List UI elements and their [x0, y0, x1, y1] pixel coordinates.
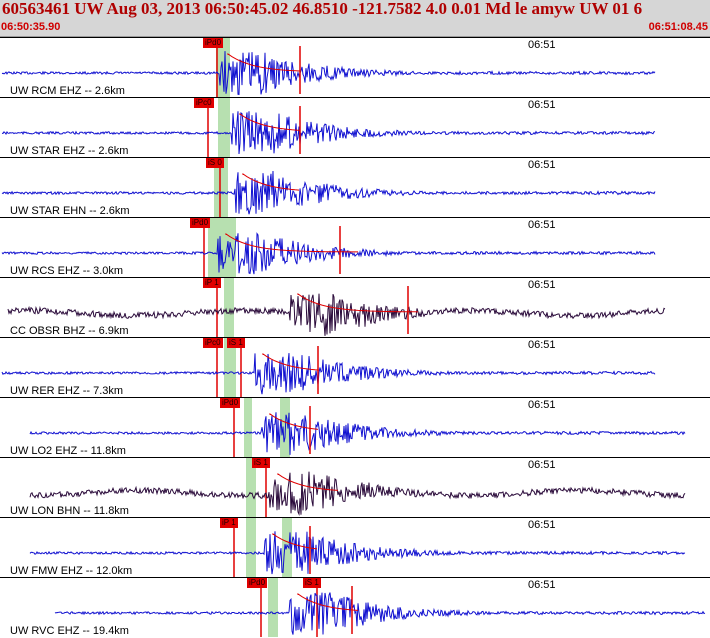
trace-panels: iPd0 06:51 UW RCM EHZ -- 2.6km iPc0 06:51 UW …	[0, 37, 710, 638]
coda-envelope	[239, 113, 301, 131]
phase-pick-label[interactable]: iS 1	[227, 338, 245, 348]
trace-panel[interactable]: iPd0 iS 1 06:51 UW RVC EHZ -- 19.4km	[0, 577, 710, 637]
pick-window	[268, 578, 278, 637]
time-tick-label: 06:51	[528, 99, 556, 111]
pick-window	[214, 158, 228, 217]
phase-pick-label[interactable]: iPd0	[190, 218, 211, 228]
trace-panel[interactable]: iPd0 06:51 UW RCM EHZ -- 2.6km	[0, 37, 710, 97]
time-tick-label: 06:51	[528, 399, 556, 411]
coda-envelope	[242, 173, 300, 191]
phase-pick-label[interactable]: iS 0	[206, 158, 224, 168]
seismogram-trace	[29, 471, 686, 517]
seismogram-trace	[1, 170, 656, 215]
seismogram-trace	[1, 232, 656, 275]
trace-panel[interactable]: iS 1 06:51 UW LON BHN -- 11.8km	[0, 457, 710, 517]
pick-window	[244, 398, 252, 457]
phase-pick-label[interactable]: iPd0	[247, 578, 268, 588]
coda-envelope	[277, 473, 339, 491]
station-label: UW RER EHZ -- 7.3km	[10, 385, 124, 397]
time-tick-label: 06:51	[528, 219, 556, 231]
station-label: UW RCS EHZ -- 3.0km	[10, 265, 124, 277]
seismogram-trace	[29, 412, 686, 455]
end-time: 06:51:08.45	[648, 21, 708, 33]
phase-pick-label[interactable]: iPd0	[220, 398, 241, 408]
waveform-plot	[1, 38, 656, 97]
coda-envelope	[227, 53, 301, 72]
trace-panel[interactable]: iPc0 iS 1 06:51 UW RER EHZ -- 7.3km	[0, 337, 710, 397]
time-tick-label: 06:51	[528, 579, 556, 591]
station-label: UW LON BHN -- 11.8km	[10, 505, 129, 517]
phase-pick-label[interactable]: iP 1	[220, 518, 238, 528]
phase-pick-label[interactable]: iPd0	[203, 38, 224, 48]
waveform-plot	[1, 218, 656, 277]
time-tick-label: 06:51	[528, 279, 556, 291]
trace-panel[interactable]: iPc0 06:51 UW STAR EHZ -- 2.6km	[0, 97, 710, 157]
station-label: UW FMW EHZ -- 12.0km	[10, 565, 133, 577]
pick-window	[218, 98, 230, 157]
coda-envelope	[297, 293, 419, 313]
trace-panel[interactable]: iP 1 06:51 CC OBSR BHZ -- 6.9km	[0, 277, 710, 337]
coda-envelope	[269, 413, 319, 430]
station-label: UW STAR EHN -- 2.6km	[10, 205, 130, 217]
time-tick-label: 06:51	[528, 519, 556, 531]
waveform-plot	[29, 398, 686, 457]
waveform-plot	[54, 578, 706, 637]
time-tick-label: 06:51	[528, 159, 556, 171]
trace-panel[interactable]: iS 0 06:51 UW STAR EHN -- 2.6km	[0, 157, 710, 217]
station-label: UW RVC EHZ -- 19.4km	[10, 625, 129, 637]
phase-pick-label[interactable]: iS 1	[303, 578, 321, 588]
time-tick-label: 06:51	[528, 339, 556, 351]
waveform-plot	[1, 338, 656, 397]
pick-window	[224, 338, 236, 397]
seismogram-trace	[1, 353, 656, 395]
start-time: 06:50:35.90	[1, 21, 61, 33]
event-header: 60563461 UW Aug 03, 2013 06:50:45.02 46.…	[0, 0, 710, 37]
time-tick-label: 06:51	[528, 39, 556, 51]
seismogram-trace	[54, 592, 706, 635]
phase-pick-label[interactable]: iP 1	[203, 278, 221, 288]
waveform-plot	[1, 98, 656, 157]
event-title: 60563461 UW Aug 03, 2013 06:50:45.02 46.…	[2, 0, 643, 18]
station-label: UW STAR EHZ -- 2.6km	[10, 145, 129, 157]
pick-window	[224, 278, 234, 337]
waveform-plot	[29, 458, 686, 517]
seismogram-trace	[7, 293, 666, 336]
station-label: CC OBSR BHZ -- 6.9km	[10, 325, 129, 337]
coda-envelope	[272, 533, 318, 550]
seismogram-trace	[29, 531, 686, 575]
trace-panel[interactable]: iP 1 06:51 UW FMW EHZ -- 12.0km	[0, 517, 710, 577]
pick-window	[246, 458, 256, 517]
pick-window	[208, 218, 236, 277]
station-label: UW LO2 EHZ -- 11.8km	[10, 445, 126, 457]
phase-pick-label[interactable]: iPc0	[203, 338, 223, 348]
coda-envelope	[262, 353, 320, 371]
waveform-plot	[7, 278, 666, 337]
waveform-plot	[29, 518, 686, 577]
station-label: UW RCM EHZ -- 2.6km	[10, 85, 125, 97]
seismogram-trace	[1, 51, 656, 95]
phase-pick-label[interactable]: iPc0	[194, 98, 214, 108]
time-tick-label: 06:51	[528, 459, 556, 471]
seismogram-trace	[1, 111, 656, 155]
pick-window	[282, 518, 292, 577]
phase-pick-label[interactable]: iS 1	[252, 458, 270, 468]
coda-envelope	[225, 233, 358, 253]
trace-panel[interactable]: iPd0 06:51 UW RCS EHZ -- 3.0km	[0, 217, 710, 277]
waveform-plot	[1, 158, 656, 217]
coda-envelope	[297, 593, 359, 611]
trace-panel[interactable]: iPd0 06:51 UW LO2 EHZ -- 11.8km	[0, 397, 710, 457]
pick-window	[246, 518, 256, 577]
